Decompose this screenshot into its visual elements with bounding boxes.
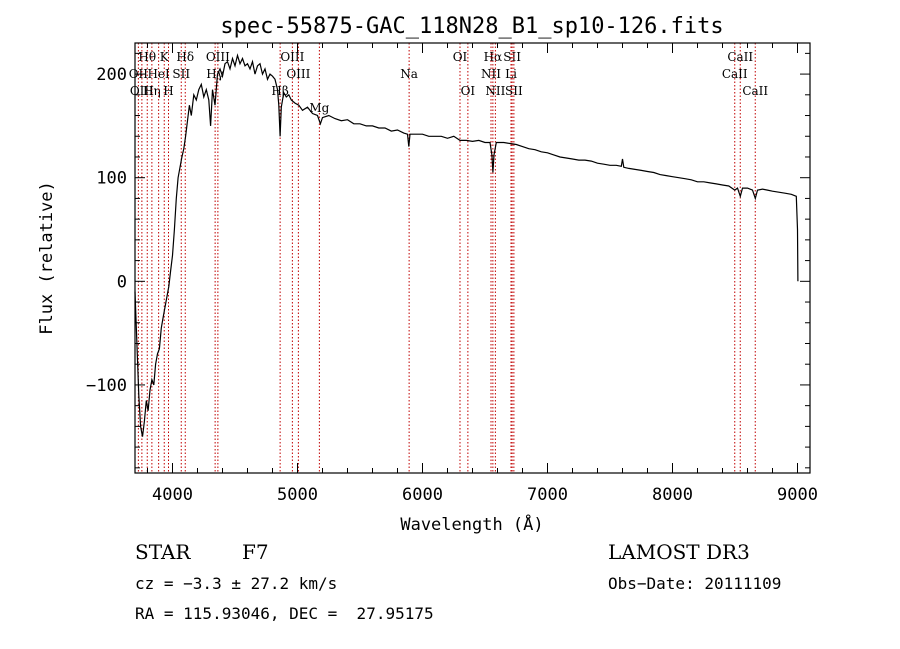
line-label: Hθ (138, 50, 156, 64)
chart-title: spec-55875-GAC_118N28_B1_sp10-126.fits (220, 14, 723, 39)
line-label: SII (505, 84, 523, 98)
axis-ticks: 4000 5000 6000 7000 8000 9000 −100 0 100 200 (86, 43, 818, 505)
survey-name: LAMOST DR3 (608, 540, 750, 564)
plot-frame (134, 42, 811, 474)
line-label: K (160, 50, 170, 64)
line-label: OI (453, 50, 468, 64)
x-tick-label: 7000 (527, 485, 568, 505)
x-tick-label: 5000 (277, 485, 318, 505)
line-label: Na (400, 67, 418, 81)
line-label: Mg (309, 101, 329, 115)
line-label: OIII (286, 67, 310, 81)
line-label: Hα (484, 50, 503, 64)
line-label: OIII (206, 50, 230, 64)
line-label: CaII (742, 84, 768, 98)
y-tick-label: 200 (96, 65, 127, 85)
x-axis-label: Wavelength (Å) (400, 513, 543, 535)
object-class: STAR (135, 540, 191, 564)
line-label: CaII (727, 50, 753, 64)
x-tick-label: 6000 (402, 485, 443, 505)
redshift-cz: cz = −3.3 ± 27.2 km/s (135, 574, 338, 593)
coordinates: RA = 115.93046, DEC = 27.95175 (135, 604, 434, 623)
line-label: Hδ (176, 50, 194, 64)
observation-date: Obs−Date: 20111109 (608, 574, 782, 593)
line-label: SII (172, 67, 190, 81)
line-label: CaII (722, 67, 748, 81)
flux-series-line (134, 53, 799, 437)
line-label: OI (461, 84, 476, 98)
line-label: Hη (143, 84, 161, 98)
x-tick-label: 9000 (777, 485, 818, 505)
line-label: NII (485, 84, 505, 98)
line-label: H (163, 84, 173, 98)
y-tick-label: 0 (117, 272, 127, 292)
line-label: Li (505, 67, 517, 81)
object-subclass: F7 (242, 540, 269, 564)
line-label: OIII (280, 50, 304, 64)
line-label: HeI (147, 67, 170, 81)
y-tick-label: 100 (96, 169, 127, 189)
x-tick-label: 4000 (152, 485, 193, 505)
y-axis-label: Flux (relative) (37, 181, 57, 335)
x-tick-label: 8000 (652, 485, 693, 505)
line-label: NII (481, 67, 501, 81)
line-label: SII (503, 50, 521, 64)
y-tick-label: −100 (86, 376, 127, 396)
